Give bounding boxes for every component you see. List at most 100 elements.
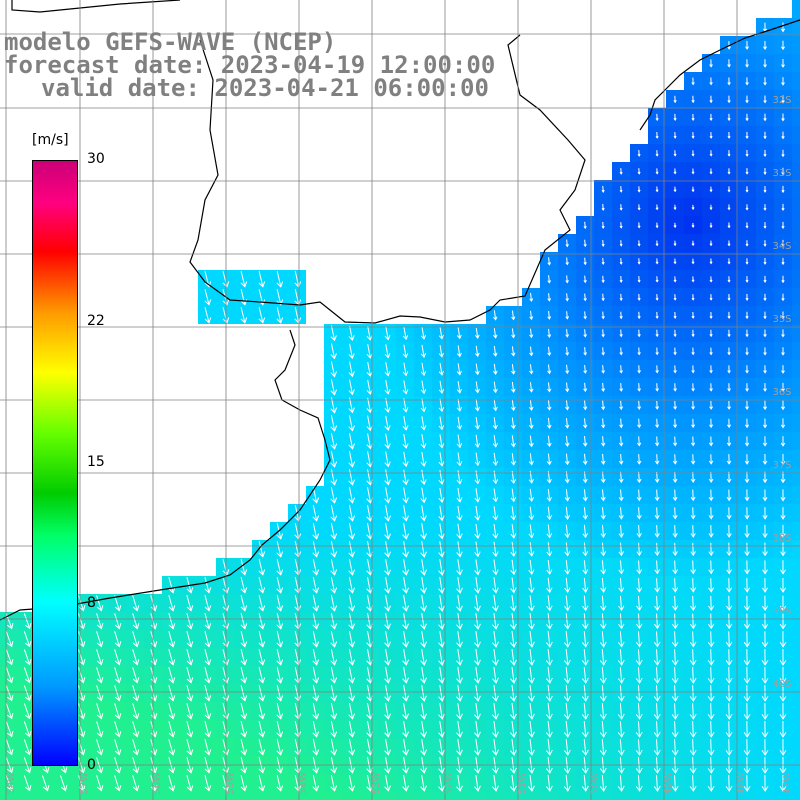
wind-arrow — [528, 613, 535, 630]
wind-arrow — [438, 775, 445, 792]
wind-arrow — [673, 294, 677, 301]
wind-cell — [216, 792, 234, 800]
wind-arrow — [599, 702, 607, 720]
wind-arrow — [779, 578, 787, 593]
wind-arrow — [743, 666, 751, 684]
wind-arrow — [384, 523, 392, 540]
wind-arrow — [708, 436, 714, 447]
wind-arrow — [709, 204, 713, 211]
wind-arrow — [546, 435, 552, 448]
wind-arrow — [781, 149, 785, 158]
longitude-labels: 58W 57W 56W 55W 54W 53W 52W 51W 50W 49W 48W 47W — [6, 772, 793, 795]
wind-arrow — [114, 721, 122, 738]
wind-arrow — [637, 329, 641, 338]
wind-arrow — [330, 739, 338, 756]
wind-arrow — [456, 523, 463, 540]
wind-arrow — [727, 131, 731, 139]
wind-arrow — [474, 577, 481, 594]
wind-arrow — [763, 311, 767, 320]
wind-arrow — [709, 383, 713, 392]
wind-arrow — [726, 595, 733, 612]
wind-arrow — [528, 648, 535, 666]
wind-arrow — [781, 382, 785, 393]
wind-arrow — [546, 595, 553, 612]
wind-cell — [792, 0, 800, 18]
wind-arrow — [510, 524, 517, 539]
wind-arrow — [276, 667, 284, 684]
wind-arrow — [204, 685, 212, 702]
wind-arrow — [420, 577, 427, 594]
wind-arrow — [727, 400, 731, 410]
wind-arrow — [402, 344, 409, 359]
wind-arrow — [726, 578, 733, 593]
wind-arrow — [438, 470, 445, 485]
wind-arrow — [132, 613, 140, 630]
wind-arrow — [654, 595, 661, 611]
wind-arrow — [763, 113, 767, 122]
wind-arrow — [132, 685, 140, 702]
wind-arrow — [726, 525, 732, 538]
wind-arrow — [492, 399, 498, 412]
wind-arrow — [744, 542, 750, 557]
wind-arrow — [168, 703, 176, 720]
wind-arrow — [510, 703, 517, 720]
wind-arrow — [780, 524, 786, 539]
wind-arrow — [78, 649, 86, 666]
wind-arrow — [727, 41, 731, 50]
wind-arrow — [348, 595, 356, 612]
wind-arrow — [545, 684, 553, 702]
wind-arrow — [474, 595, 481, 612]
wind-arrow — [600, 560, 607, 575]
wind-cell — [360, 792, 378, 800]
wind-arrow — [655, 186, 659, 193]
wind-arrow — [384, 595, 392, 612]
wind-cell — [792, 162, 800, 180]
wind-arrow — [762, 453, 768, 465]
wind-arrow — [690, 507, 696, 520]
wind-arrow — [563, 702, 571, 720]
wind-arrow — [492, 488, 499, 503]
wind-arrow — [673, 150, 677, 157]
wind-arrow — [59, 775, 68, 792]
wind-arrow — [438, 345, 445, 358]
wind-arrow — [707, 631, 715, 648]
wind-arrow — [204, 595, 212, 612]
latitude-labels: 32S 33S 34S 35S 36S 37S 38S 39S 40S — [772, 95, 791, 690]
wind-arrow — [636, 489, 642, 502]
wind-arrow — [707, 720, 715, 738]
wind-arrow — [600, 524, 606, 539]
wind-arrow — [492, 739, 499, 756]
wind-arrow — [744, 560, 750, 575]
wind-arrow — [492, 435, 498, 448]
wind-arrow — [240, 685, 248, 702]
wind-arrow — [655, 222, 659, 229]
wind-arrow — [779, 666, 787, 684]
wind-arrow — [545, 774, 553, 792]
wind-arrow — [761, 774, 769, 792]
wind-arrow — [204, 631, 212, 648]
longitude-label: 54W — [298, 772, 309, 795]
wind-arrow — [510, 667, 517, 684]
wind-arrow — [492, 523, 499, 539]
wind-arrow — [636, 524, 642, 538]
wind-arrow — [582, 595, 589, 612]
wind-arrow — [510, 417, 516, 430]
wind-arrow — [763, 400, 768, 411]
wind-cell — [792, 360, 800, 378]
wind-arrow — [744, 471, 750, 484]
wind-arrow — [438, 685, 445, 702]
wind-cell — [702, 792, 720, 800]
wind-arrow — [420, 775, 427, 792]
wind-arrow — [655, 347, 659, 356]
wind-cell — [792, 522, 800, 540]
wind-arrow — [671, 649, 679, 666]
wind-arrow — [312, 775, 320, 792]
wind-arrow — [438, 434, 445, 449]
wind-arrow — [708, 454, 714, 465]
wind-arrow — [186, 595, 194, 612]
wind-arrow — [583, 418, 588, 429]
wind-arrow — [761, 738, 769, 756]
wind-arrow — [781, 293, 785, 302]
wind-arrow — [258, 703, 266, 720]
